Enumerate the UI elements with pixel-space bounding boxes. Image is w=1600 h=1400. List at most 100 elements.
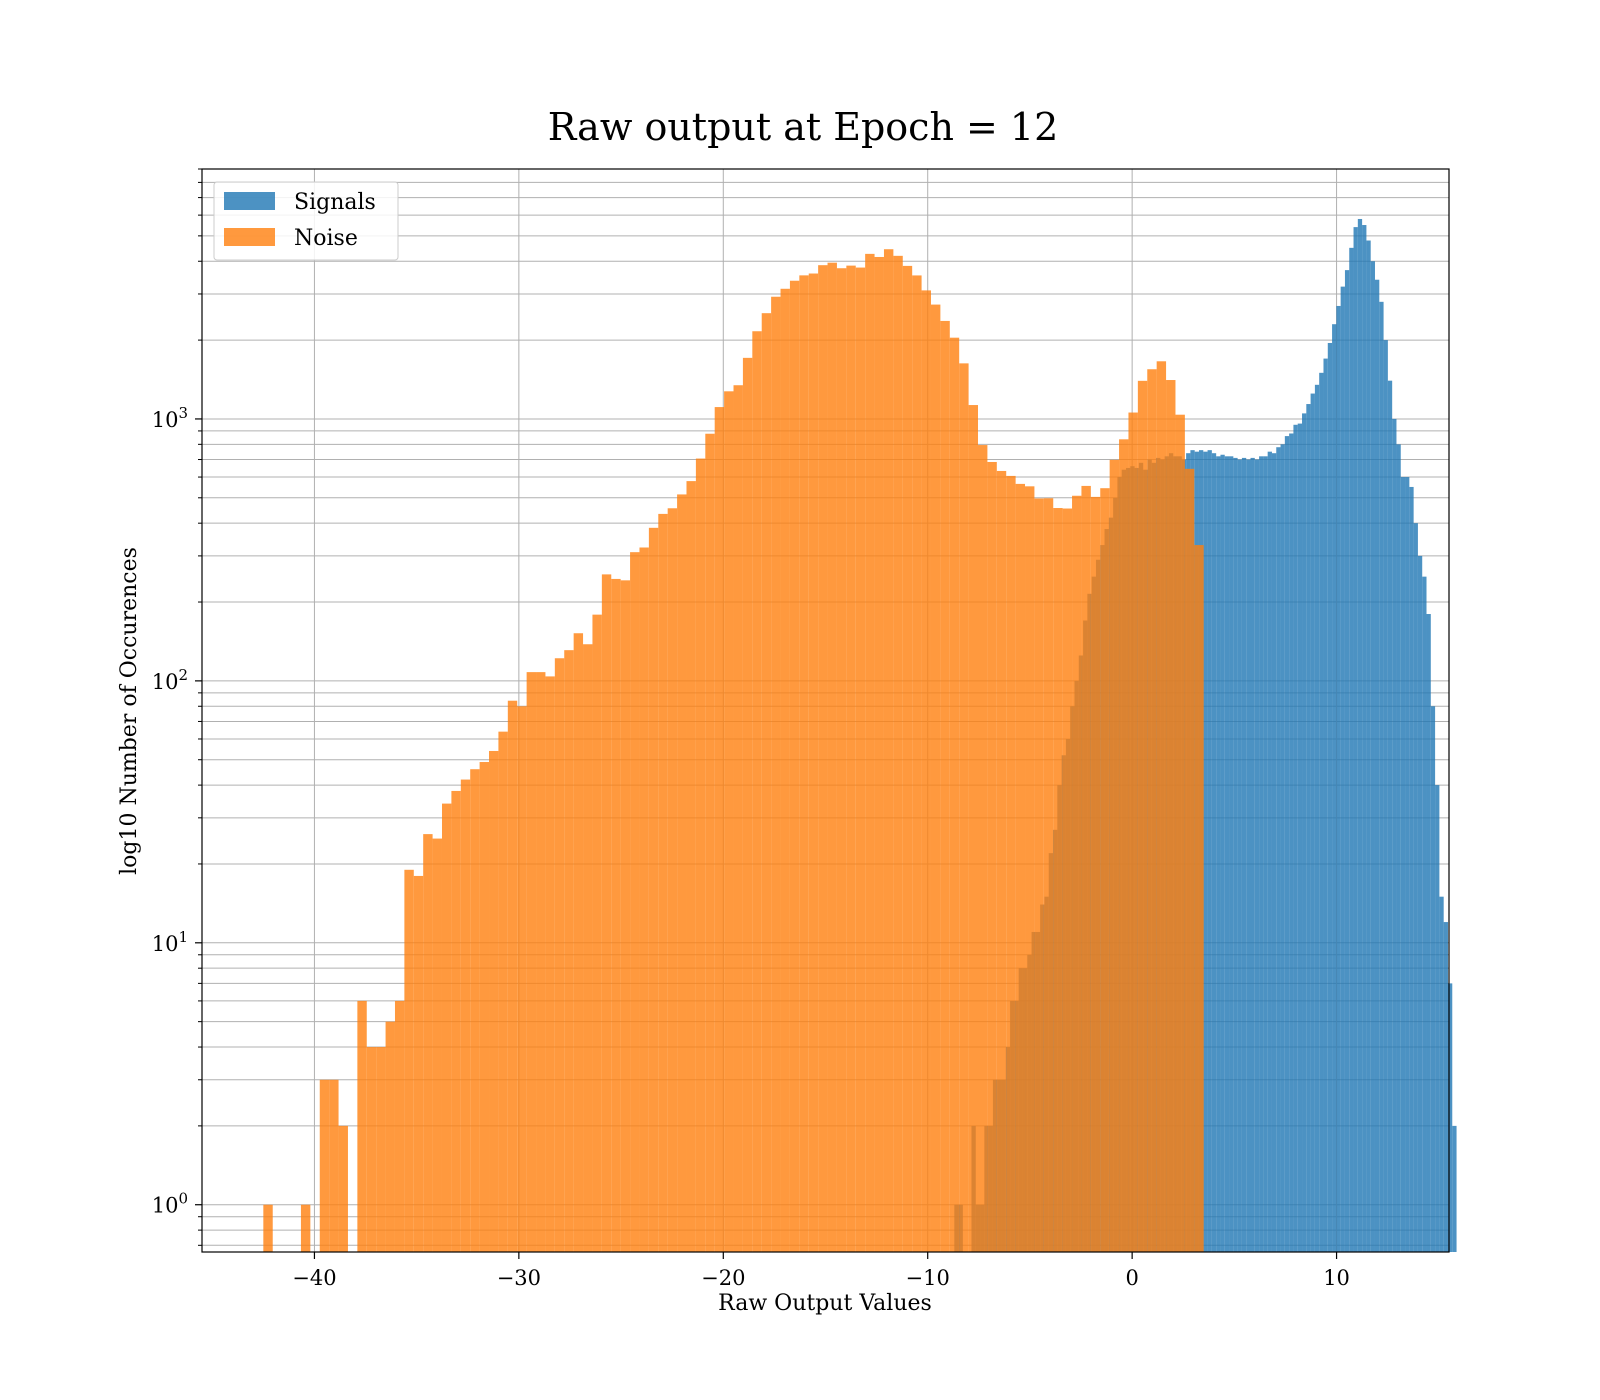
histogram-bar xyxy=(1271,453,1277,1252)
histogram-bar xyxy=(583,644,593,1252)
histogram-bar xyxy=(978,445,988,1252)
x-tick-label: 10 xyxy=(1323,1266,1350,1290)
histogram-bar xyxy=(1426,614,1431,1252)
histogram-bar xyxy=(1241,457,1247,1252)
histogram-bar xyxy=(601,574,612,1252)
histogram-bar xyxy=(1246,459,1251,1252)
histogram-bar xyxy=(667,508,678,1252)
histogram-bar xyxy=(338,1125,348,1252)
histogram-bar xyxy=(1452,1125,1457,1252)
x-tick-label: −20 xyxy=(701,1266,745,1290)
histogram-bar xyxy=(949,337,960,1252)
histogram-bar xyxy=(855,267,866,1252)
histogram-bar xyxy=(1443,922,1448,1252)
y-tick-label: 100 xyxy=(152,1190,188,1218)
y-axis-ticks: 100 101 102 103 xyxy=(152,168,202,1246)
histogram-bar xyxy=(1254,459,1260,1252)
histogram-bar xyxy=(1100,488,1110,1252)
histogram-bar xyxy=(1293,424,1298,1252)
legend-label-signals: Signals xyxy=(294,190,376,215)
histogram-bar xyxy=(329,1079,339,1252)
histogram-bar xyxy=(1340,286,1345,1252)
x-tick-label: −10 xyxy=(906,1266,950,1290)
histogram-bar xyxy=(799,275,809,1252)
histogram-bar xyxy=(1237,459,1242,1252)
histogram-bar xyxy=(1072,495,1082,1252)
histogram-bar xyxy=(1025,486,1035,1253)
histogram-bar xyxy=(846,265,856,1252)
histogram-bar xyxy=(1430,706,1436,1252)
plot-frame xyxy=(201,168,1450,1253)
histogram-bar xyxy=(1405,477,1410,1252)
histogram-bar xyxy=(1224,456,1230,1252)
histogram-bar xyxy=(319,1079,330,1252)
y-axis-label: log10 Number of Occurences xyxy=(117,547,142,875)
histogram-bar xyxy=(1400,477,1406,1252)
histogram-bar xyxy=(1422,576,1427,1252)
histogram-bar xyxy=(1263,456,1268,1252)
histogram-bar xyxy=(1233,457,1238,1252)
y-tick-label: 103 xyxy=(152,404,188,432)
histogram-bar xyxy=(695,458,706,1252)
histogram-bar xyxy=(1276,447,1281,1253)
histogram-bar xyxy=(1297,423,1303,1253)
histogram-bar xyxy=(489,750,499,1252)
histogram-bar xyxy=(630,552,640,1252)
series-noise-bars xyxy=(263,249,1204,1253)
histogram-bar xyxy=(1375,279,1380,1253)
histogram-bar xyxy=(1166,380,1176,1252)
legend-label-noise: Noise xyxy=(294,226,358,251)
histogram-bar xyxy=(1362,225,1367,1252)
histogram-bar xyxy=(705,433,715,1252)
histogram-bar xyxy=(1156,361,1167,1252)
histogram-bar xyxy=(1435,785,1440,1252)
histogram-bar xyxy=(545,676,555,1252)
histogram-bar xyxy=(1109,459,1120,1253)
x-tick-label: −40 xyxy=(292,1266,336,1290)
histogram-bar xyxy=(865,253,875,1252)
histogram-bar xyxy=(1194,545,1204,1252)
legend: Signals Noise xyxy=(213,181,399,261)
histogram-bar xyxy=(1349,247,1354,1253)
histogram-bar xyxy=(724,391,734,1252)
histogram-bar xyxy=(423,834,433,1252)
legend-swatch-noise xyxy=(224,228,275,246)
histogram-bar xyxy=(780,288,790,1252)
histogram-bar xyxy=(789,280,800,1252)
histogram-bar xyxy=(470,769,480,1252)
histogram-bar xyxy=(761,313,772,1252)
histogram-bar xyxy=(686,481,696,1252)
histogram-bar xyxy=(1383,340,1388,1253)
histogram-bar xyxy=(1327,342,1333,1253)
histogram-bar xyxy=(1417,555,1423,1252)
histogram-bar xyxy=(1184,468,1195,1253)
histogram-bar xyxy=(1053,508,1063,1252)
histogram-bar xyxy=(1344,270,1350,1252)
histogram-bar xyxy=(1062,508,1073,1252)
histogram-bar xyxy=(1015,483,1026,1252)
histogram-bar xyxy=(526,672,537,1252)
histogram-bar xyxy=(827,262,837,1252)
histogram-bar xyxy=(902,265,913,1252)
histogram-bar xyxy=(1006,475,1016,1252)
histogram-bar xyxy=(1090,496,1101,1252)
histogram-bar xyxy=(1289,433,1294,1252)
histogram-bar xyxy=(1319,372,1324,1252)
histogram-bar xyxy=(959,363,969,1252)
histogram-bar xyxy=(968,405,978,1252)
histogram-bar xyxy=(451,790,461,1252)
histogram-bar xyxy=(1207,450,1212,1252)
histogram-bar xyxy=(808,273,819,1252)
histogram-bar xyxy=(883,249,894,1253)
histogram-bar xyxy=(1332,324,1337,1252)
histogram-bar xyxy=(1370,261,1375,1252)
histogram-bar xyxy=(639,547,649,1252)
x-tick-label: 0 xyxy=(1125,1266,1138,1290)
histogram-bar xyxy=(987,461,997,1253)
histogram-bar xyxy=(376,1047,386,1252)
histogram-bar xyxy=(1336,305,1341,1253)
histogram-bar xyxy=(554,658,565,1252)
histogram-bar xyxy=(940,320,950,1252)
histogram-bar xyxy=(1392,418,1397,1252)
